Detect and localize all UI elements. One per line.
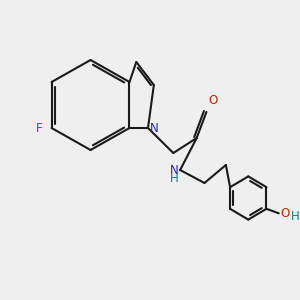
Text: O: O: [280, 207, 289, 220]
Text: N: N: [170, 164, 179, 176]
Text: H: H: [291, 210, 300, 223]
Text: O: O: [208, 94, 217, 107]
Text: H: H: [170, 172, 179, 185]
Text: F: F: [36, 122, 43, 134]
Text: N: N: [149, 122, 158, 134]
